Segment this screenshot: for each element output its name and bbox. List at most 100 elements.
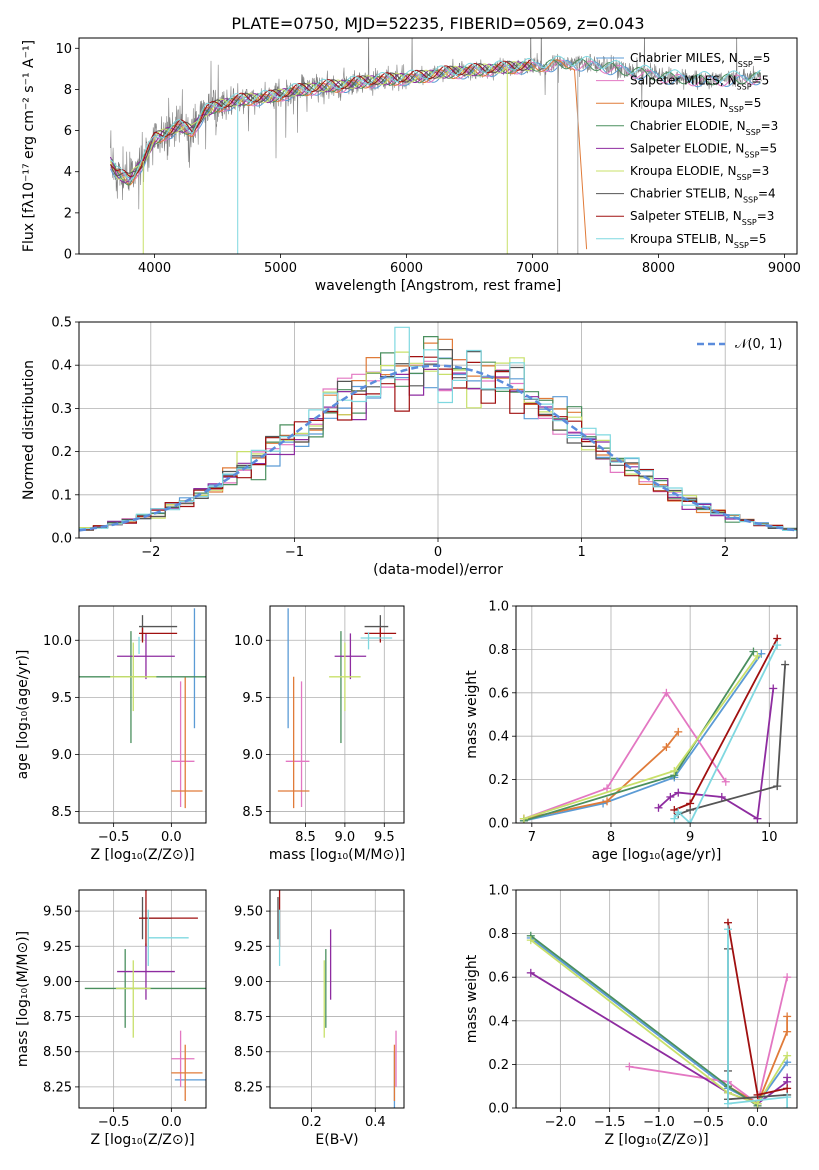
axes-frame: [78, 321, 798, 539]
weight-line: [629, 976, 788, 1106]
x-tick-label: −1.5: [594, 1115, 626, 1130]
x-tick-label: −1.0: [643, 1115, 675, 1130]
y-tick-label: 0.8: [488, 927, 509, 942]
x-tick-label: 1: [577, 545, 585, 560]
legend-label: Salpeter MILES, NSSP=5: [630, 74, 769, 92]
x-axis-label: E(B-V): [315, 1132, 358, 1148]
weight-line: [657, 688, 775, 821]
y-tick-label: 0.3: [51, 402, 72, 417]
plot-area: [79, 608, 206, 809]
y-tick-label: 0.6: [488, 686, 509, 701]
y-axis-label: mass weight: [464, 670, 480, 759]
y-axis-label: Normed distribution: [21, 360, 37, 500]
x-axis-label: wavelength [Angstrom, rest frame]: [315, 278, 561, 294]
y-tick-label: 9.0: [242, 748, 263, 763]
figure-title: PLATE=0750, MJD=52235, FIBERID=0569, z=0…: [231, 14, 644, 33]
legend-label: Chabrier MILES, NSSP=5: [630, 51, 770, 69]
spectrum-model-line: [110, 55, 761, 182]
x-axis-label: Z [log₁₀(Z/Z⊙)]: [90, 847, 194, 863]
x-tick-label: 0: [434, 545, 442, 560]
x-axis-label: Z [log₁₀(Z/Z⊙)]: [604, 1132, 708, 1148]
y-tick-label: 10.0: [234, 634, 263, 649]
legend-label: 𝒩(0, 1): [735, 337, 782, 352]
x-tick-label: 9.0: [335, 830, 356, 845]
x-tick-label: 8: [607, 830, 615, 845]
x-tick-label: 2: [721, 545, 729, 560]
weight-line: [523, 653, 763, 822]
spectrum-model-line: [110, 61, 533, 183]
spectrum-model-line: [110, 58, 533, 178]
y-tick-label: 1.0: [488, 600, 509, 615]
y-axis-label: mass [log₁₀(M/M⊙)]: [15, 931, 31, 1067]
weight-line: [727, 1016, 788, 1105]
y-tick-label: 8.50: [234, 1045, 263, 1060]
panel-age_vs_Z: −0.5 0.0 8.5 9.0 9.5 10.0 Z [log₁₀(Z/Z⊙)] age […: [15, 605, 207, 863]
x-tick-label: 7000: [516, 261, 549, 276]
y-tick-label: 0.4: [488, 1014, 509, 1029]
legend: Chabrier MILES, NSSP=5 Salpeter MILES, NS…: [596, 51, 778, 249]
y-tick-label: 8: [64, 83, 72, 98]
weight-line: [677, 664, 786, 816]
axes-frame: [78, 889, 207, 1109]
plot-area: [277, 890, 397, 1108]
histogram-step: [79, 326, 797, 531]
y-tick-label: 9.25: [234, 940, 263, 955]
panel-spectrum: 4000 5000 6000 7000 8000 9000 0 2 4 6 8 10 wavelengt…: [21, 37, 801, 294]
y-tick-label: 8.5: [51, 805, 72, 820]
x-tick-label: 8.5: [295, 830, 316, 845]
panel-weight_vs_age: 7 8 9 10 0.0 0.2 0.4 0.6 0.8 1.0 age [log₁₀(age/yr…: [464, 600, 798, 863]
y-axis-label: mass weight: [464, 954, 480, 1043]
x-tick-label: 0.4: [365, 1115, 386, 1130]
x-tick-label: −0.5: [692, 1115, 724, 1130]
y-tick-label: 9.0: [51, 748, 72, 763]
y-tick-label: 0.2: [51, 445, 72, 460]
panel-residuals: −2 −1 0 1 2 0.0 0.1 0.2 0.3 0.4 0.5 (data-model)/er…: [21, 316, 798, 578]
y-axis-label: age [log₁₀(age/yr)]: [15, 650, 31, 780]
x-tick-label: 0.0: [747, 1115, 768, 1130]
legend-label: Chabrier ELODIE, NSSP=3: [630, 119, 778, 137]
axes-frame: [78, 37, 798, 255]
y-tick-label: 9.50: [43, 905, 72, 920]
axes-frame: [269, 889, 405, 1109]
y-tick-label: 6: [64, 124, 72, 139]
x-tick-label: 6000: [390, 261, 423, 276]
x-tick-label: 7: [528, 830, 536, 845]
x-tick-label: 0.0: [161, 1115, 182, 1130]
x-axis-label: (data-model)/error: [373, 562, 503, 578]
y-tick-label: 8.25: [234, 1080, 263, 1095]
y-tick-label: 10: [55, 42, 72, 57]
histogram-step: [79, 336, 797, 531]
panel-mass_vs_Z: −0.5 0.0 8.25 8.50 8.75 9.00 9.25 9.50 Z [log₁₀(…: [15, 889, 207, 1148]
y-tick-label: 0.8: [488, 643, 509, 658]
y-tick-label: 8.75: [234, 1010, 263, 1025]
plot-area: [79, 326, 797, 532]
y-tick-label: 9.5: [51, 691, 72, 706]
panel-age_vs_mass: 8.5 9.0 9.5 8.5 9.0 9.5 10.0 mass [log₁₀(M/M⊙)]: [234, 605, 405, 863]
y-tick-label: 8.25: [43, 1080, 72, 1095]
plot-area: [519, 634, 790, 823]
y-tick-label: 9.00: [234, 975, 263, 990]
x-tick-label: 10: [761, 830, 778, 845]
axes-frame: [78, 605, 207, 824]
x-tick-label: −2.0: [545, 1115, 577, 1130]
y-tick-label: 0.4: [488, 730, 509, 745]
x-tick-label: −2: [141, 545, 160, 560]
x-tick-label: 8000: [642, 261, 675, 276]
y-tick-label: 0.4: [51, 359, 72, 374]
y-tick-label: 4: [64, 165, 72, 180]
legend-label: Salpeter ELODIE, NSSP=5: [630, 141, 777, 159]
plot-area: [84, 890, 206, 1101]
normal-curve: [79, 364, 795, 532]
weight-line: [673, 644, 779, 823]
y-tick-label: 8.75: [43, 1010, 72, 1025]
y-tick-label: 9.25: [43, 940, 72, 955]
x-tick-label: 9.5: [374, 830, 395, 845]
spectrum-model-line: [110, 60, 533, 177]
spectrum-data: [110, 38, 762, 210]
y-tick-label: 9.5: [242, 691, 263, 706]
plot-area: [277, 608, 397, 809]
y-tick-label: 0.2: [488, 1058, 509, 1073]
x-axis-label: age [log₁₀(age/yr)]: [592, 847, 722, 863]
y-tick-label: 0.6: [488, 971, 509, 986]
